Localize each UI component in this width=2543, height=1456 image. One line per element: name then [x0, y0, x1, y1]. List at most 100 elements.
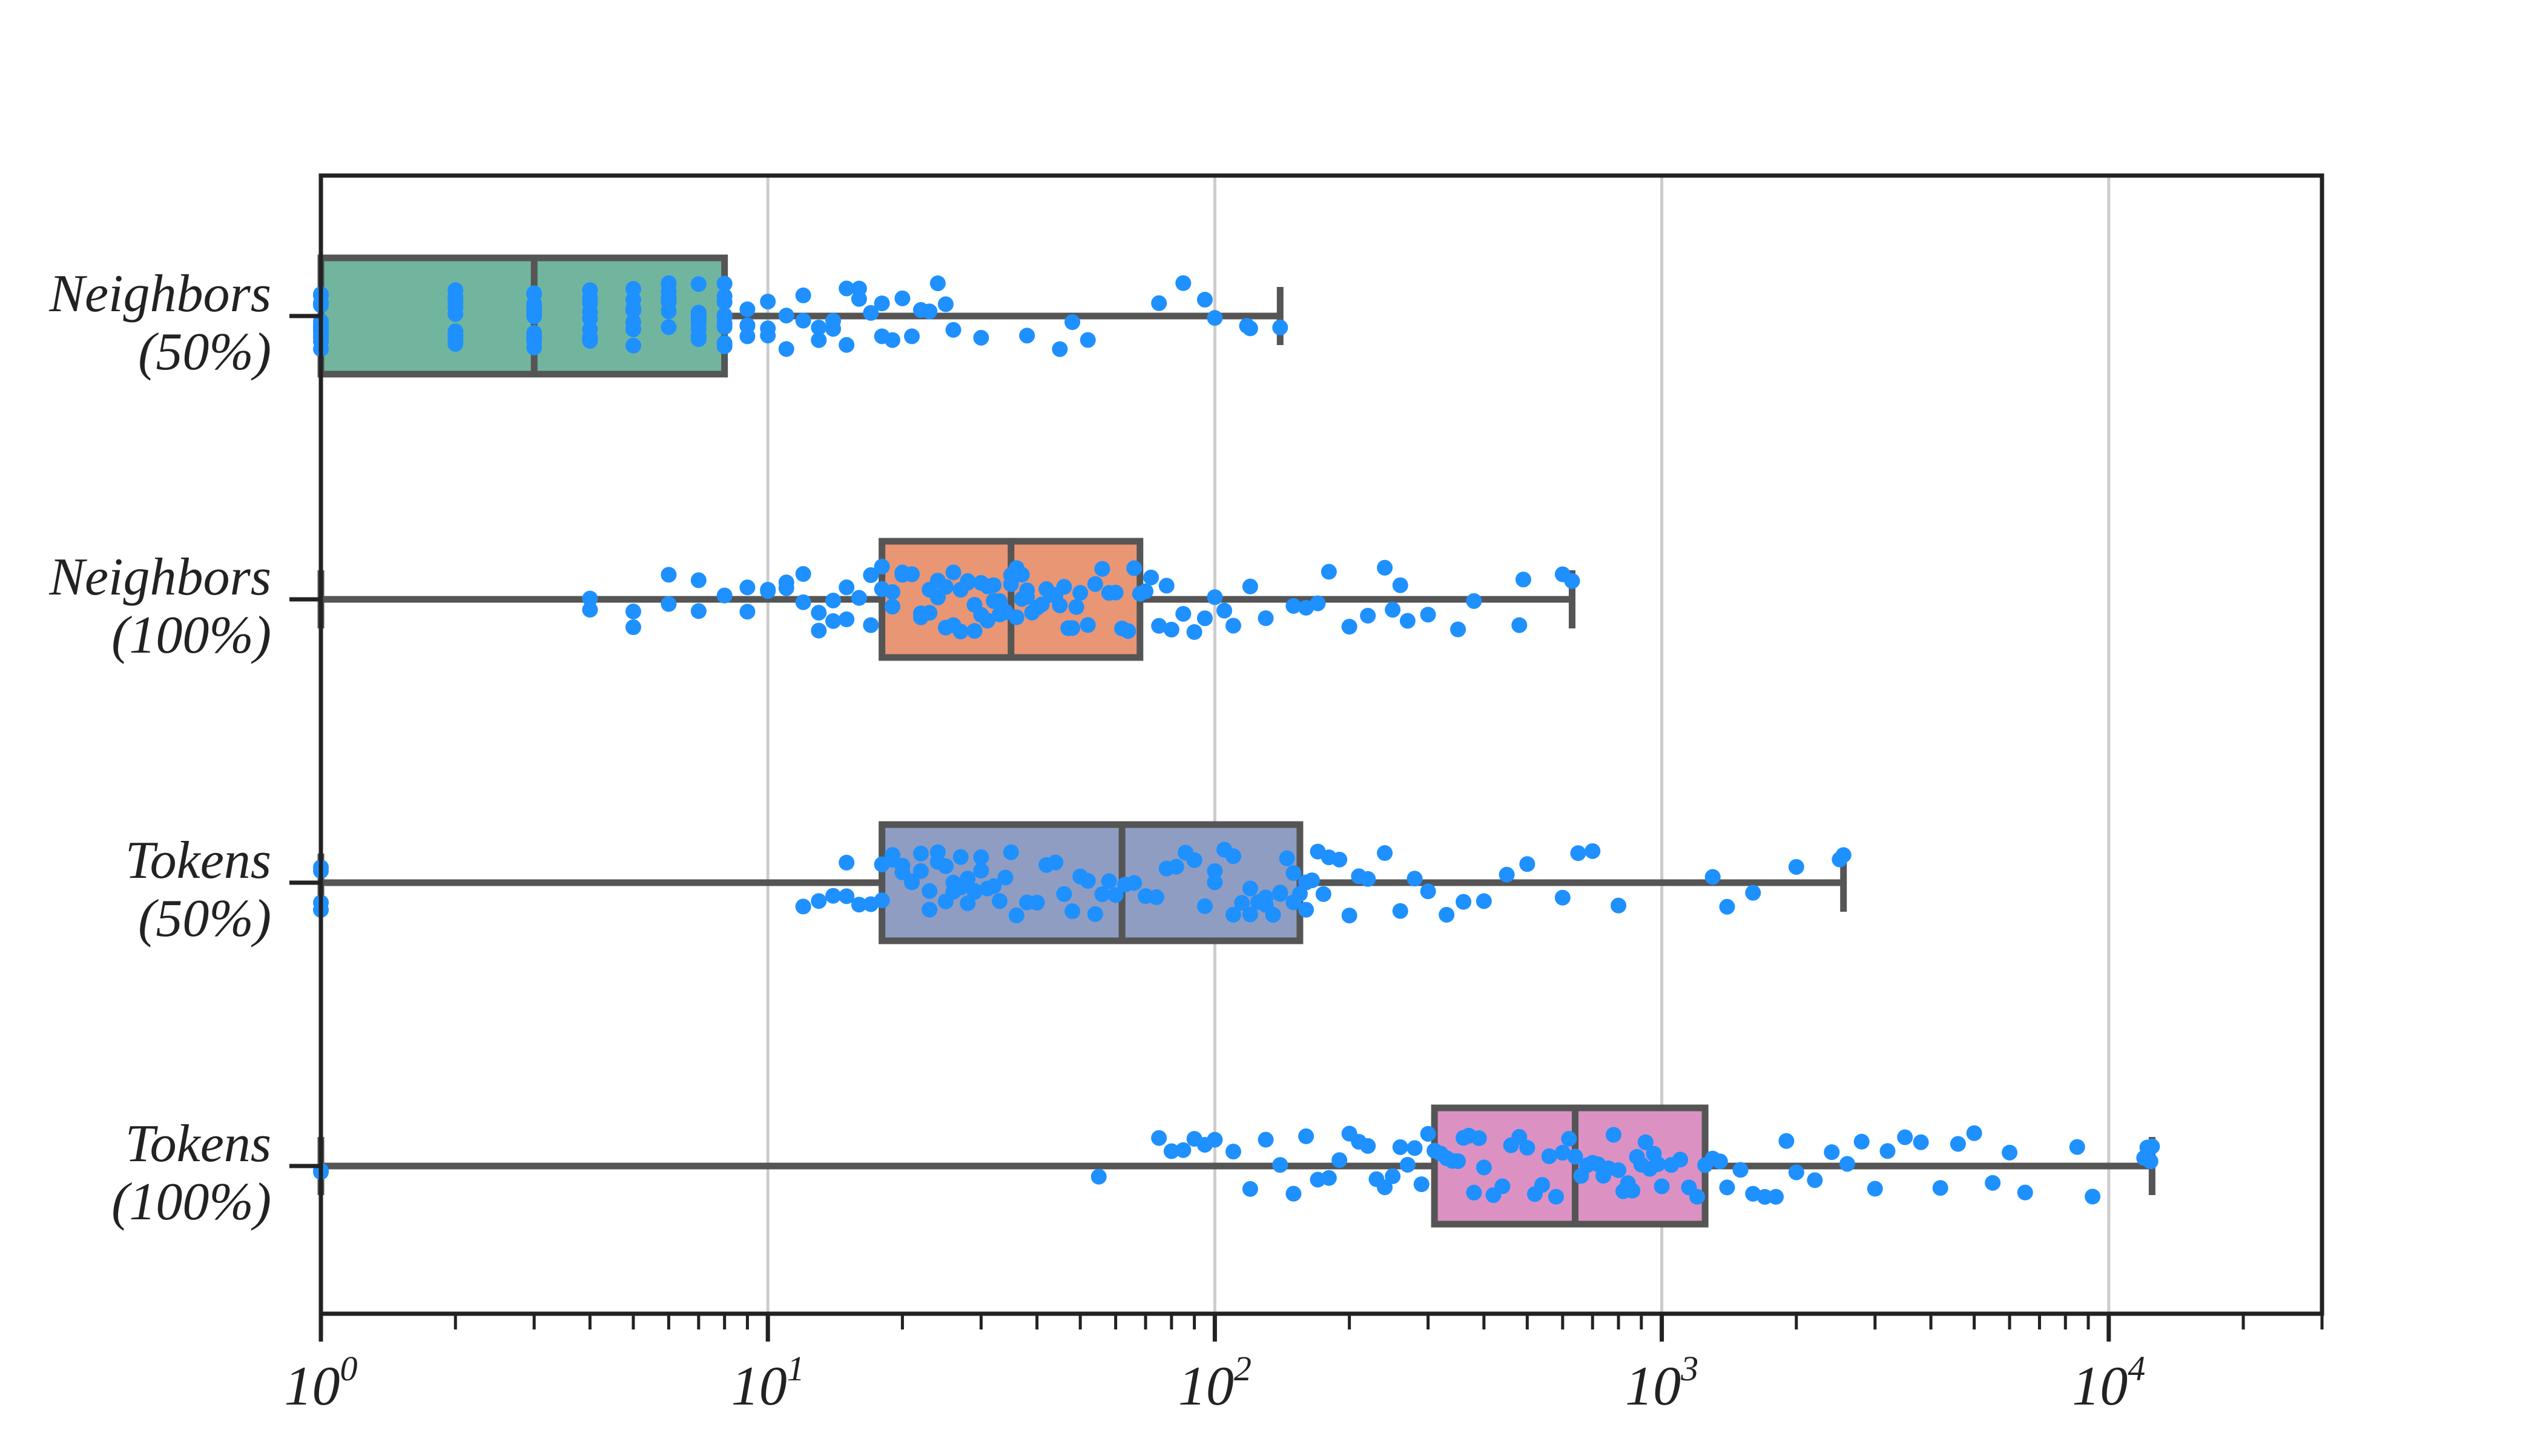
data-point: [1321, 564, 1337, 580]
data-point: [1019, 582, 1035, 599]
data-point: [1466, 593, 1482, 609]
data-point: [839, 337, 855, 353]
data-point: [952, 849, 969, 865]
data-point: [839, 280, 855, 297]
data-point: [1515, 572, 1531, 588]
data-point: [1611, 897, 1627, 914]
data-point: [1047, 854, 1064, 871]
data-point: [1008, 908, 1024, 924]
data-point: [582, 321, 598, 338]
data-point: [912, 845, 929, 861]
data-point: [2085, 1188, 2101, 1205]
data-point: [1242, 1181, 1258, 1197]
data-point: [1456, 894, 1472, 910]
data-point: [1090, 1168, 1107, 1185]
data-point: [991, 893, 1008, 909]
data-point: [1158, 578, 1175, 594]
data-point: [1519, 856, 1535, 872]
data-point: [922, 883, 938, 899]
data-point: [760, 294, 776, 310]
data-point: [997, 869, 1014, 886]
data-point: [1541, 1148, 1557, 1164]
data-point: [582, 310, 598, 326]
data-point: [778, 580, 794, 596]
x-tick-label-base: 10: [2072, 1355, 2128, 1417]
data-point: [1216, 602, 1233, 619]
x-tick-label-base: 10: [1625, 1355, 1681, 1417]
data-point: [966, 623, 983, 639]
data-point: [1207, 589, 1223, 605]
data-point: [1087, 906, 1103, 922]
data-point: [625, 619, 641, 636]
strip-points: [313, 275, 2160, 1205]
data-point: [1788, 858, 1804, 875]
data-point: [1101, 873, 1117, 889]
data-point: [582, 602, 598, 618]
data-point: [839, 888, 855, 904]
data-point: [952, 624, 969, 640]
data-point: [739, 328, 756, 344]
data-point: [1196, 898, 1213, 914]
data-point: [863, 617, 879, 633]
data-point: [1839, 1156, 1855, 1172]
data-point: [811, 893, 827, 909]
data-point: [1196, 610, 1213, 627]
data-point: [1272, 1157, 1288, 1173]
data-point: [825, 592, 842, 608]
data-point: [661, 289, 677, 305]
x-tick-label: 104: [2072, 1349, 2145, 1417]
data-point: [661, 567, 677, 583]
data-point: [661, 275, 677, 291]
data-point: [1052, 341, 1068, 357]
data-point: [1225, 906, 1241, 923]
data-point: [825, 613, 842, 629]
data-point: [863, 567, 879, 583]
data-point: [1570, 845, 1586, 861]
data-point: [1466, 1184, 1482, 1201]
data-point: [526, 306, 543, 322]
data-point: [582, 295, 598, 311]
data-point: [690, 603, 707, 619]
data-point: [1207, 1132, 1223, 1148]
data-point: [1298, 1128, 1314, 1144]
data-point: [1564, 573, 1580, 589]
grid-lines: [766, 176, 2111, 1314]
data-point: [937, 858, 954, 874]
data-point: [1879, 1143, 1896, 1159]
data-point: [1064, 314, 1081, 331]
data-point: [1534, 1177, 1551, 1193]
data-point: [582, 590, 598, 607]
data-point: [447, 299, 464, 315]
data-point: [1151, 295, 1167, 311]
category-label-line1: Tokens: [125, 831, 271, 890]
data-point: [1385, 1168, 1401, 1184]
data-point: [1689, 1188, 1706, 1205]
data-point: [973, 863, 989, 879]
data-point: [1064, 620, 1081, 636]
data-point: [1285, 598, 1302, 614]
data-point: [1272, 886, 1288, 902]
data-point: [884, 598, 900, 614]
data-point: [1029, 894, 1045, 911]
data-point: [795, 287, 811, 303]
data-point: [1175, 1142, 1192, 1158]
data-point: [2017, 1184, 2033, 1201]
data-point: [960, 895, 976, 912]
data-point: [1548, 1188, 1564, 1205]
x-tick-label-base: 10: [285, 1355, 340, 1417]
data-point: [929, 275, 946, 291]
data-point: [1399, 1156, 1416, 1173]
data-point: [1476, 1159, 1492, 1176]
data-point: [1413, 1176, 1430, 1193]
data-point: [1331, 851, 1348, 868]
data-point: [1008, 609, 1024, 625]
data-point: [904, 874, 920, 891]
data-point: [904, 566, 920, 582]
data-point: [1265, 907, 1281, 923]
data-point: [811, 320, 827, 336]
x-tick-label: 101: [731, 1349, 805, 1417]
data-point: [1554, 889, 1571, 906]
data-point: [625, 281, 641, 297]
data-point: [1341, 619, 1357, 635]
data-point: [1242, 578, 1258, 595]
